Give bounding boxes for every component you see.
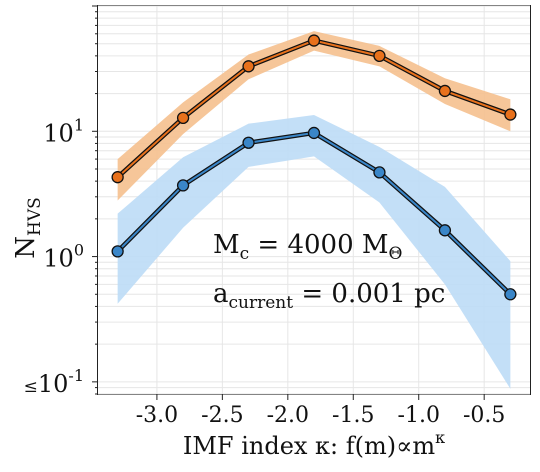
series-2-point [111,245,124,258]
x-tick-label: -2.5 [201,403,243,428]
y-axis-label: NHVS [11,197,45,259]
x-tick-label: -3.0 [136,403,178,428]
annotation-separation: acurrent = 0.001 pc [213,279,445,313]
series-2-point [438,224,452,237]
x-tick-label: -1.5 [332,403,374,428]
series-1-point [176,111,190,125]
annotation-mass: Mc = 4000 MΘ [213,230,402,264]
series-1-point [438,84,452,98]
series-1-point [111,171,124,184]
series-1-point [373,49,386,63]
x-tick-label: -2.0 [267,403,309,428]
axes: -3.0 -2.5 -2.0 -1.5 -1.0 -0.5 101 100 ≤10-1 [24,5,505,428]
series-2-point [307,126,321,140]
series-1-point [504,108,517,121]
x-tick-label: -1.0 [398,403,440,428]
x-axis-label: IMF index κ: f(m)∝mκ [183,428,445,460]
y-tick-label: ≤10-1 [24,366,84,398]
series-1-point [242,60,255,73]
uncertainty-bands [117,31,511,389]
series-points [111,34,517,301]
y-tick-label: 100 [43,241,84,273]
x-tick-label: -0.5 [463,403,505,428]
series-2-point [373,166,386,179]
series-2-point [176,179,190,192]
series-2-band [117,114,511,389]
y-tick-label: 101 [43,115,84,147]
series-2-point [242,136,255,149]
series-2-point [504,288,517,301]
grid [98,5,530,395]
series-1-point [307,34,321,47]
